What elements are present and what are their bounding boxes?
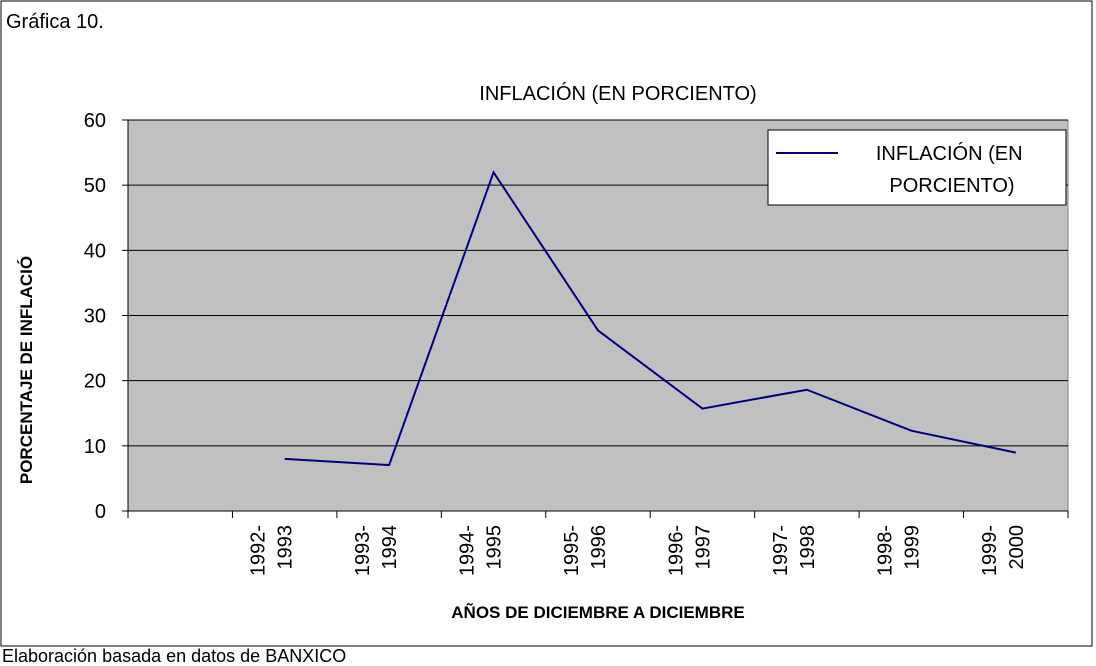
chart-title: INFLACIÓN (EN PORCIENTO) — [479, 82, 756, 105]
x-tick-label: 1993- 1994 — [352, 525, 401, 576]
footer: Elaboración basada en datos de BANXICO — [2, 646, 346, 666]
x-tick-label: 1996- 1997 — [665, 525, 714, 576]
x-axis-label: AÑOS DE DICIEMBRE A DICIEMBRE — [451, 602, 744, 622]
line-series — [284, 170, 1016, 467]
legend-box — [767, 129, 1067, 206]
legend-label: INFLACIÓN (EN PORCIENTO) — [876, 142, 1028, 197]
y-tick-label: 50 — [84, 175, 106, 197]
y-tick-label: 0 — [95, 501, 106, 523]
x-tick-label: 1999- 2000 — [979, 525, 1028, 576]
x-tick-label: 1997- 1998 — [770, 525, 819, 576]
y-tick-label: 30 — [84, 306, 106, 328]
y-tick-label: 60 — [84, 110, 106, 132]
y-tick-label: 20 — [84, 371, 106, 393]
x-tick-label: 1998- 1999 — [874, 525, 923, 576]
x-tick-label: 1995- 1996 — [561, 525, 610, 576]
page-title: Gráfica 10. — [6, 11, 104, 33]
x-tick-label: 1992- 1993 — [248, 525, 297, 576]
y-tick-label: 40 — [84, 240, 106, 262]
y-axis-label: PORCENTAJE DE INFLACIÓ — [17, 256, 36, 484]
y-tick-label: 10 — [84, 436, 106, 458]
x-tick-label: 1994- 1995 — [457, 525, 506, 576]
